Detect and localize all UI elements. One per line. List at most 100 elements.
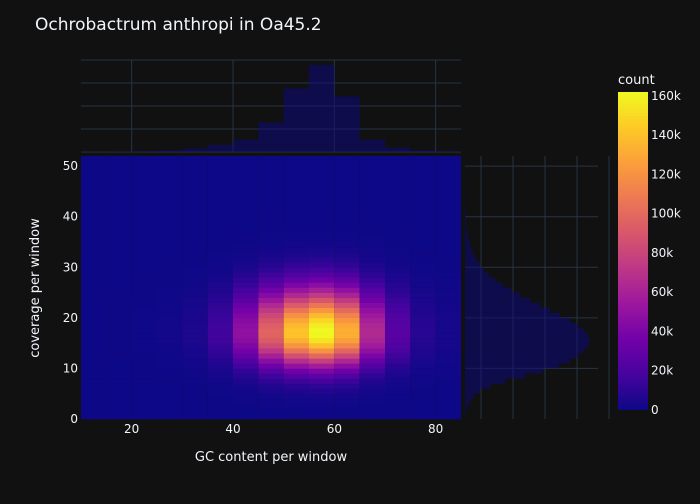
heatmap-cell [258, 207, 283, 212]
heatmap-cell [410, 313, 435, 318]
heatmap-cell [106, 379, 131, 384]
heatmap-cell [182, 247, 207, 252]
heatmap-cell [334, 222, 359, 227]
heatmap-cell [106, 368, 131, 373]
heatmap-cell [233, 181, 258, 186]
heatmap-cell [410, 328, 435, 333]
heatmap-cell [106, 202, 131, 207]
heatmap-cell [233, 222, 258, 227]
heatmap-cell [360, 222, 385, 227]
heatmap-cell [208, 227, 233, 232]
marginal-y-bar [465, 409, 466, 414]
heatmap-cell [81, 196, 106, 201]
heatmap-cell [208, 277, 233, 282]
heatmap-cell [284, 272, 309, 277]
heatmap-cell [208, 333, 233, 338]
heatmap-cell [81, 389, 106, 394]
heatmap-cell [132, 217, 157, 222]
heatmap-cell [106, 247, 131, 252]
heatmap-cell [360, 191, 385, 196]
marginal-y-bar [465, 237, 469, 242]
heatmap-cell [258, 161, 283, 166]
heatmap-cell [208, 368, 233, 373]
heatmap-cell [81, 293, 106, 298]
heatmap-cell [385, 196, 410, 201]
heatmap-cell [233, 166, 258, 171]
heatmap-cell [182, 176, 207, 181]
heatmap-cell [132, 207, 157, 212]
heatmap-cell [385, 247, 410, 252]
heatmap-cell [258, 282, 283, 287]
heatmap-cell [284, 181, 309, 186]
heatmap-cell [182, 308, 207, 313]
heatmap-cell [385, 186, 410, 191]
heatmap-cell [157, 414, 182, 419]
heatmap-cell [81, 237, 106, 242]
heatmap-cell [385, 414, 410, 419]
marginal-y-bar [465, 293, 520, 298]
heatmap-cell [284, 353, 309, 358]
heatmap-cell [106, 313, 131, 318]
heatmap-cell [436, 394, 461, 399]
heatmap-cell [436, 252, 461, 257]
heatmap-cell [410, 318, 435, 323]
heatmap-cell [309, 384, 334, 389]
heatmap-cell [182, 191, 207, 196]
heatmap-cell [132, 343, 157, 348]
heatmap-cell [410, 414, 435, 419]
heatmap-cell [182, 212, 207, 217]
heatmap-cell [385, 389, 410, 394]
heatmap-cell [208, 247, 233, 252]
marginal-x-bar [182, 149, 207, 152]
heatmap-cell [284, 399, 309, 404]
heatmap-cell [258, 196, 283, 201]
heatmap-cell [436, 338, 461, 343]
heatmap-cell [157, 318, 182, 323]
marginal-y-bar [465, 399, 470, 404]
heatmap-cell [233, 191, 258, 196]
heatmap-cell [182, 282, 207, 287]
heatmap-cell [132, 338, 157, 343]
heatmap-cell [284, 257, 309, 262]
heatmap-cell [132, 333, 157, 338]
heatmap-cell [334, 237, 359, 242]
heatmap-cell [132, 389, 157, 394]
heatmap-cell [132, 232, 157, 237]
marginal-y-bar [465, 389, 480, 394]
heatmap-cell [106, 384, 131, 389]
heatmap-cell [436, 186, 461, 191]
heatmap-cell [385, 313, 410, 318]
heatmap-cell [436, 358, 461, 363]
heatmap-cell [233, 156, 258, 161]
heatmap-cell [157, 217, 182, 222]
heatmap-cell [208, 384, 233, 389]
heatmap-cell [81, 212, 106, 217]
heatmap-cell [436, 222, 461, 227]
heatmap-cell [309, 328, 334, 333]
heatmap-cell [81, 252, 106, 257]
heatmap-cell [132, 404, 157, 409]
heatmap-cell [106, 277, 131, 282]
heatmap-cell [157, 358, 182, 363]
heatmap-cell [106, 272, 131, 277]
colorbar-tick-label: 140k [651, 128, 681, 142]
heatmap-cell [334, 252, 359, 257]
colorbar-tick-label: 120k [651, 167, 681, 181]
heatmap-cell [81, 303, 106, 308]
heatmap-cell [157, 368, 182, 373]
marginal-y-bar [465, 363, 559, 368]
heatmap-cell [182, 348, 207, 353]
heatmap-cell [157, 288, 182, 293]
heatmap-cell [106, 186, 131, 191]
heatmap-cell [233, 333, 258, 338]
heatmap-cell [284, 237, 309, 242]
heatmap-cell [157, 232, 182, 237]
heatmap-cell [334, 313, 359, 318]
heatmap-cell [157, 323, 182, 328]
heatmap-cell [233, 394, 258, 399]
heatmap-cell [385, 379, 410, 384]
heatmap-cell [106, 343, 131, 348]
heatmap-cell [436, 227, 461, 232]
heatmap-cell [258, 217, 283, 222]
marginal-y-bar [465, 227, 467, 232]
